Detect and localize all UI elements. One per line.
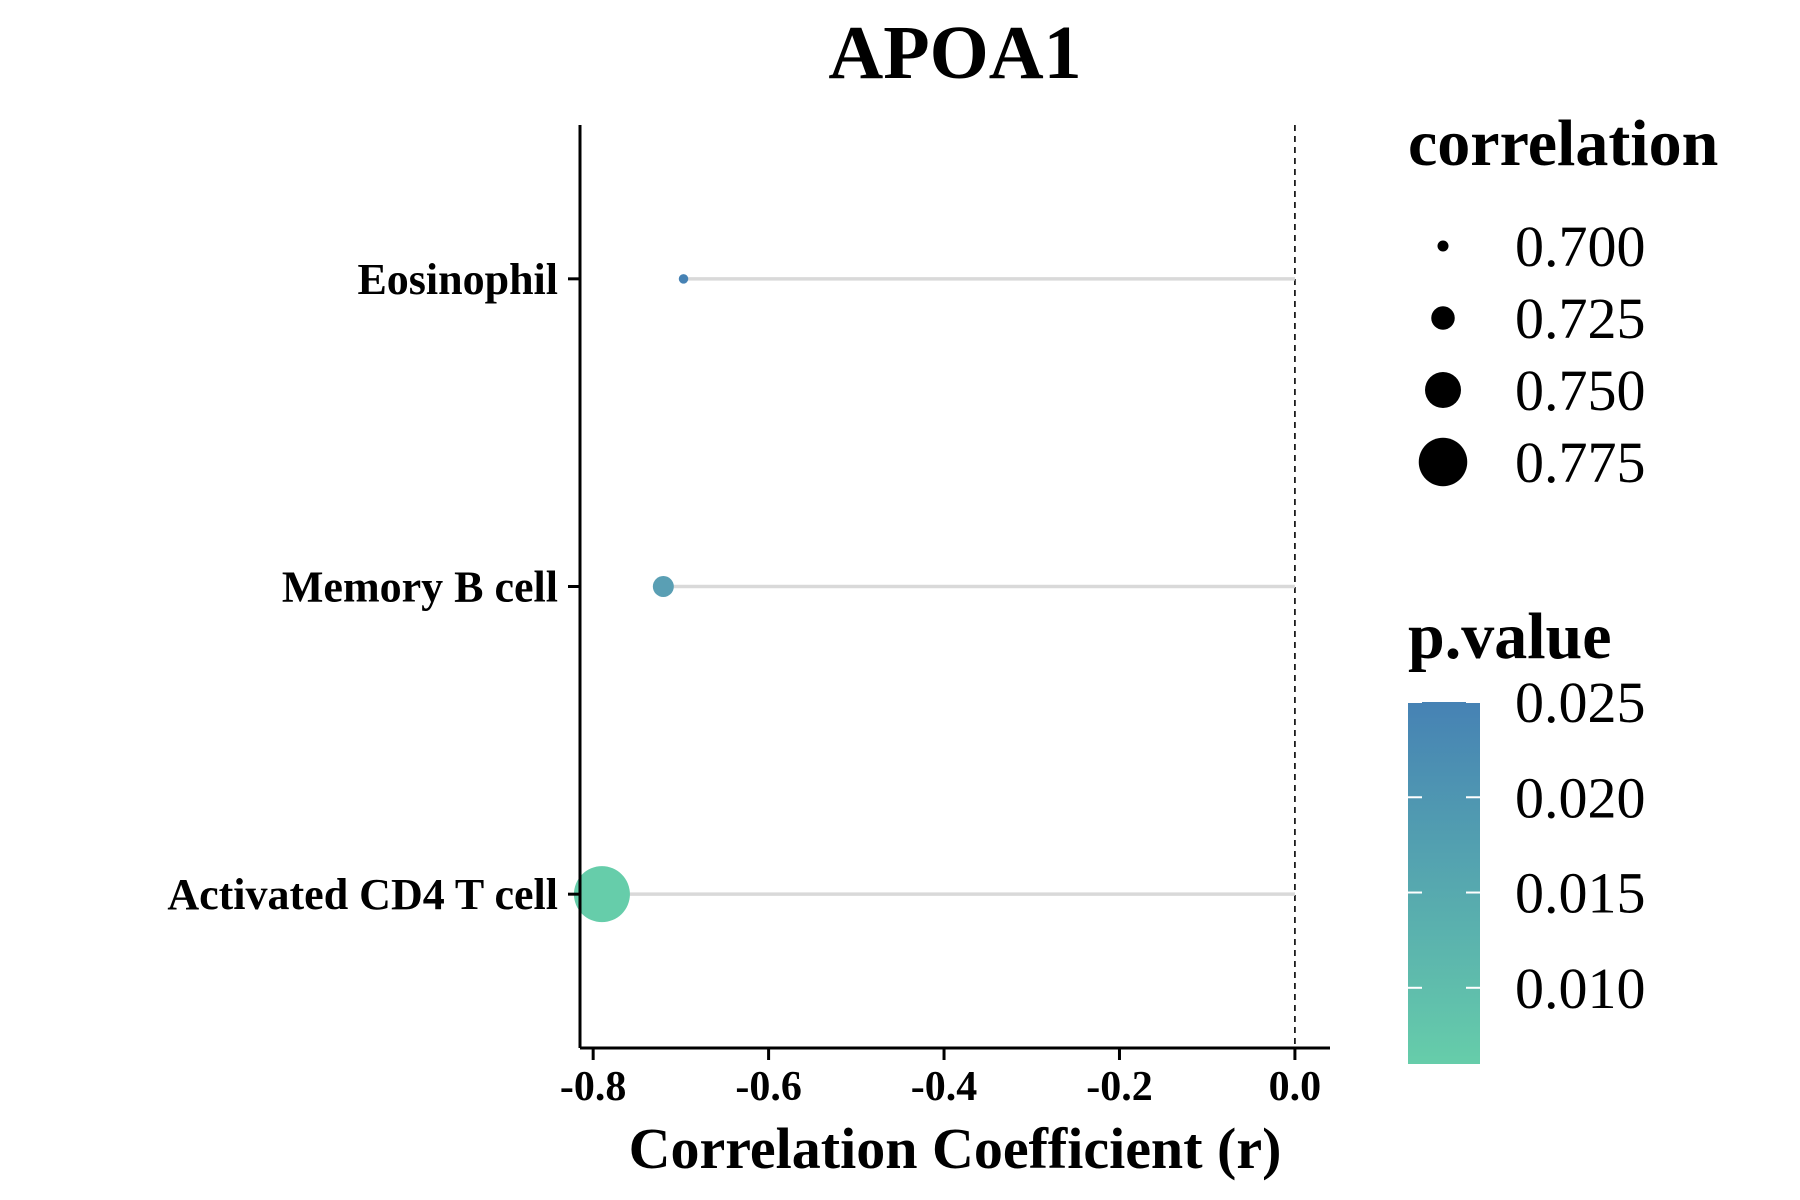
data-point bbox=[678, 274, 689, 284]
color-bar bbox=[1408, 702, 1480, 1064]
y-tick-label: Memory B cell bbox=[282, 563, 558, 612]
size-legend-title: correlation bbox=[1408, 107, 1718, 180]
y-tick-label: Eosinophil bbox=[357, 255, 558, 304]
size-legend-label: 0.700 bbox=[1515, 214, 1646, 279]
x-axis-ticks: -0.8 -0.6 -0.4 -0.2 0.0 bbox=[560, 1048, 1321, 1110]
color-legend-ticks: 0.025 0.020 0.015 0.010 bbox=[1408, 670, 1646, 1021]
color-legend-label: 0.015 bbox=[1515, 861, 1646, 926]
size-legend-key bbox=[1418, 437, 1468, 487]
x-tick-label: -0.4 bbox=[911, 1064, 978, 1110]
size-legend: 0.700 0.725 0.750 0.775 bbox=[1418, 214, 1646, 495]
x-tick-label: -0.2 bbox=[1086, 1064, 1153, 1110]
x-tick-label: -0.8 bbox=[560, 1064, 627, 1110]
data-point bbox=[573, 866, 630, 923]
data-point bbox=[652, 576, 674, 597]
size-legend-label: 0.725 bbox=[1515, 286, 1646, 351]
color-legend-label: 0.020 bbox=[1515, 765, 1646, 830]
x-axis-title: Correlation Coefficient (r) bbox=[629, 1116, 1282, 1181]
size-legend-key bbox=[1425, 372, 1461, 408]
x-tick-label: 0.0 bbox=[1269, 1064, 1322, 1110]
size-legend-label: 0.775 bbox=[1515, 430, 1646, 495]
plot-area bbox=[573, 125, 1296, 1048]
color-legend-label: 0.010 bbox=[1515, 956, 1646, 1021]
color-legend-label: 0.025 bbox=[1515, 670, 1646, 735]
color-legend-title: p.value bbox=[1408, 600, 1612, 673]
chart-title: APOA1 bbox=[828, 11, 1081, 95]
x-tick-label: -0.6 bbox=[735, 1064, 802, 1110]
y-tick-label: Activated CD4 T cell bbox=[167, 870, 558, 919]
size-legend-key bbox=[1437, 240, 1449, 252]
y-axis-ticks: Eosinophil Memory B cell Activated CD4 T c… bbox=[167, 255, 580, 919]
size-legend-key bbox=[1431, 306, 1455, 330]
size-legend-label: 0.750 bbox=[1515, 358, 1646, 423]
